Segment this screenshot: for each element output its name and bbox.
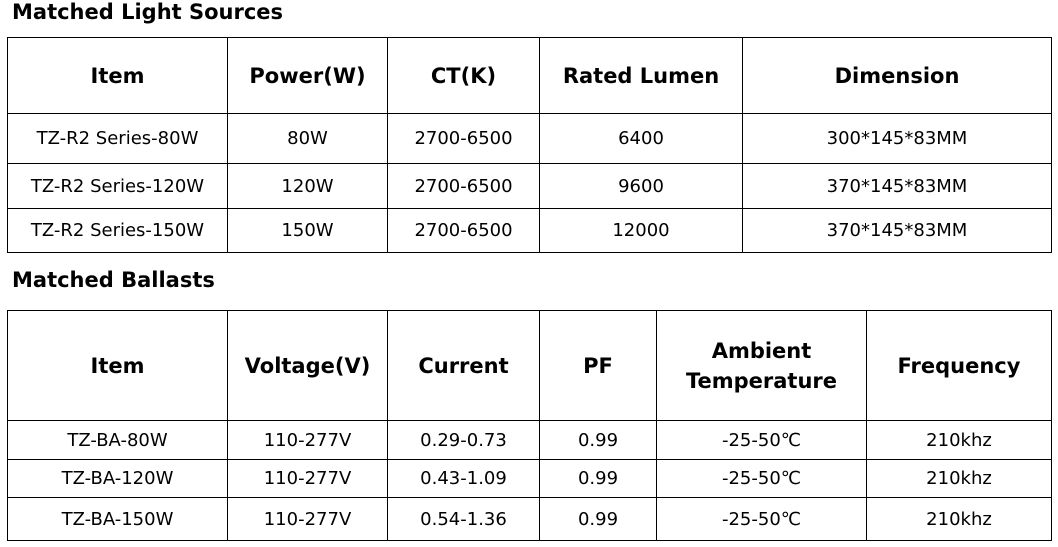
table-row: TZ-BA-80W 110-277V 0.29-0.73 0.99 -25-50℃ 210… [7, 420, 1052, 460]
header-cell: Power(W) [227, 37, 388, 114]
table-cell: 0.43-1.09 [387, 459, 540, 498]
section-title: Matched Ballasts [12, 268, 215, 292]
table-cell: 110-277V [227, 497, 388, 541]
table-cell: TZ-BA-150W [7, 497, 228, 541]
table-cell: -25-50℃ [656, 459, 867, 498]
header-text: PF [583, 353, 613, 378]
table-cell: 0.29-0.73 [387, 420, 540, 460]
table-cell: 370*145*83MM [742, 163, 1052, 209]
table-cell: 110-277V [227, 459, 388, 498]
table: Item Power(W) CT(K) Rated Lumen Dimension TZ-… [7, 37, 1052, 253]
table-cell: 6400 [539, 113, 743, 164]
table-row: TZ-BA-120W 110-277V 0.43-1.09 0.99 -25-50℃ 21… [7, 459, 1052, 498]
table-cell: TZ-R2 Series-80W [7, 113, 228, 164]
table-cell: -25-50℃ [656, 420, 867, 460]
header-cell: Rated Lumen [539, 37, 743, 114]
table-row: TZ-BA-150W 110-277V 0.54-1.36 0.99 -25-50℃ 21… [7, 497, 1052, 541]
header-text: Ambient Temperature [685, 338, 838, 393]
header-text: Current [418, 353, 509, 378]
table-cell: 80W [227, 113, 388, 164]
table-cell: 9600 [539, 163, 743, 209]
table-cell: 0.99 [539, 420, 657, 460]
table-cell: 0.99 [539, 497, 657, 541]
table-cell: -25-50℃ [656, 497, 867, 541]
header-text: Dimension [834, 63, 960, 88]
table-cell: 2700-6500 [387, 208, 540, 253]
header-cell: Voltage(V) [227, 310, 388, 421]
header-text: Frequency [897, 353, 1021, 378]
header-cell: Dimension [742, 37, 1052, 114]
header-cell: Item [7, 310, 228, 421]
table-row: TZ-R2 Series-150W 150W 2700-6500 12000 370*1… [7, 208, 1052, 253]
table-cell: 2700-6500 [387, 163, 540, 209]
header-text: Rated Lumen [562, 63, 720, 88]
table-cell: 12000 [539, 208, 743, 253]
table-row: TZ-R2 Series-80W 80W 2700-6500 6400 300*145*… [7, 113, 1052, 164]
header-text: Power(W) [249, 63, 366, 88]
header-cell: Current [387, 310, 540, 421]
table-cell: 0.54-1.36 [387, 497, 540, 541]
header-cell: Frequency [866, 310, 1052, 421]
header-text: Item [90, 63, 145, 88]
table-cell: TZ-BA-80W [7, 420, 228, 460]
header-row: Item Voltage(V) Current PF Ambient Temperatu… [7, 310, 1052, 421]
table-cell: TZ-R2 Series-120W [7, 163, 228, 209]
header-cell: Ambient Temperature [656, 310, 867, 421]
table-cell: 210khz [866, 420, 1052, 460]
table-cell: 110-277V [227, 420, 388, 460]
table-row: TZ-R2 Series-120W 120W 2700-6500 9600 370*14… [7, 163, 1052, 209]
table-cell: 0.99 [539, 459, 657, 498]
table-cell: 210khz [866, 459, 1052, 498]
header-row: Item Power(W) CT(K) Rated Lumen Dimension [7, 37, 1052, 114]
table-cell: TZ-R2 Series-150W [7, 208, 228, 253]
table-cell: 120W [227, 163, 388, 209]
table-cell: 2700-6500 [387, 113, 540, 164]
table-cell: 210khz [866, 497, 1052, 541]
section-title: Matched Light Sources [12, 0, 284, 24]
header-text: CT(K) [430, 63, 497, 88]
table-cell: 370*145*83MM [742, 208, 1052, 253]
header-cell: CT(K) [387, 37, 540, 114]
header-text: Item [90, 353, 145, 378]
header-cell: Item [7, 37, 228, 114]
header-text: Voltage(V) [244, 353, 371, 378]
header-cell: PF [539, 310, 657, 421]
table: Item Voltage(V) Current PF Ambient Temperatu… [7, 310, 1052, 541]
table-cell: 300*145*83MM [742, 113, 1052, 164]
table-cell: 150W [227, 208, 388, 253]
table-cell: TZ-BA-120W [7, 459, 228, 498]
